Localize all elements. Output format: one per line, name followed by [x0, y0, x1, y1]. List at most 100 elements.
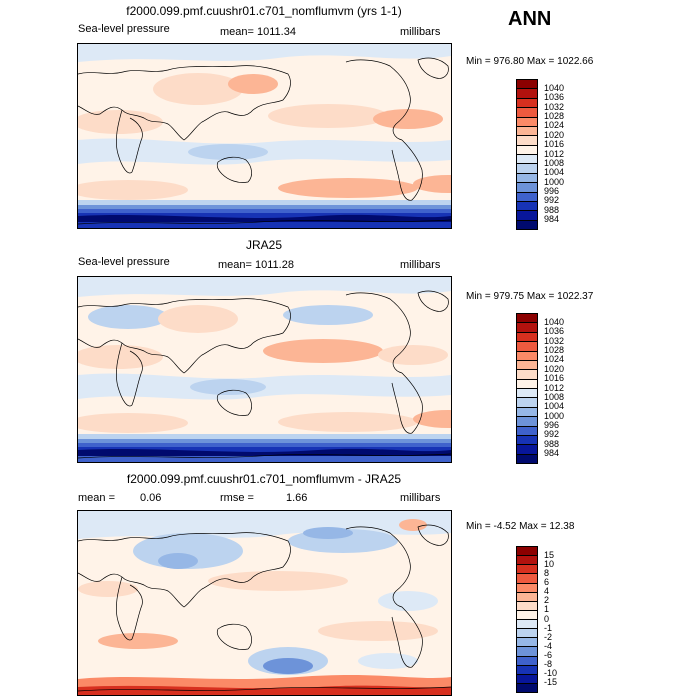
antarctic-band [78, 456, 451, 462]
nh-high-pacific [268, 104, 388, 128]
colorbar-swatch [516, 182, 538, 193]
panel1-colorbar: 1040 1036 1032 1028 1024 1020 1016 1012 1008 1004… [516, 79, 586, 230]
siberia-high [228, 74, 278, 94]
panel1-map [77, 43, 452, 229]
colorbar-swatch [516, 546, 538, 557]
colorbar-swatch [516, 600, 538, 611]
panel1-map-svg [78, 44, 451, 228]
colorbar-swatch [516, 97, 538, 109]
pacific-positive [208, 571, 348, 591]
colorbar-label: -10 [544, 668, 558, 679]
colorbar-label: -6 [544, 650, 553, 660]
colorbar-label: 8 [544, 567, 550, 578]
so-negative-east [358, 653, 418, 669]
antarctic-band [78, 222, 451, 228]
colorbar-swatch [516, 655, 538, 666]
colorbar-swatch [516, 369, 538, 380]
colorbar-swatch [516, 88, 538, 99]
colorbar-swatch [516, 619, 538, 630]
asia-high [153, 73, 243, 105]
so-negative-core [263, 658, 313, 674]
nh-high-east [378, 345, 448, 365]
nh-high-atlantic [78, 110, 163, 134]
asia-high [158, 305, 238, 333]
so-band-5 [78, 214, 451, 222]
colorbar-label: 992 [544, 429, 560, 440]
colorbar-swatch [516, 444, 538, 455]
colorbar-swatch [516, 637, 538, 648]
colorbar-label: 1024 [544, 354, 565, 365]
colorbar-label: 1012 [544, 382, 565, 393]
colorbar-label: 988 [544, 204, 560, 215]
colorbar-swatch [516, 397, 538, 408]
colorbar-swatch [516, 116, 538, 127]
colorbar-swatch [516, 628, 538, 639]
sh-positive [318, 621, 438, 641]
colorbar-label: 2 [544, 595, 550, 606]
colorbar-label: 1036 [544, 92, 565, 103]
colorbar-swatch [516, 125, 538, 137]
colorbar-label: 1028 [544, 345, 565, 355]
panel2-units: millibars [400, 259, 441, 271]
colorbar-label: 1016 [544, 373, 565, 384]
colorbar-label: 996 [544, 420, 560, 430]
colorbar-label: 1012 [544, 148, 565, 159]
colorbar-swatch [516, 582, 538, 593]
colorbar-label: 1040 [544, 316, 565, 327]
so-band-1 [78, 200, 451, 205]
panel3-mean-label: mean = [78, 492, 115, 504]
panel1-mean: mean= 1011.34 [220, 26, 296, 38]
colorbar-label: -4 [544, 640, 553, 651]
coastlines [78, 524, 451, 692]
arctic-band [78, 277, 451, 297]
colorbar-swatch [516, 135, 538, 146]
colorbar-swatch [516, 425, 538, 436]
colorbar-label: 10 [544, 558, 555, 569]
panel3-colorbar: 15 10 8 6 4 2 1 0 -1 -2 -4 -6 -8 -10 -15 [516, 546, 586, 693]
colorbar-label: 1020 [544, 363, 565, 374]
colorbar-swatch [516, 416, 538, 427]
coastlines [78, 57, 451, 225]
colorbar-swatch [516, 313, 538, 324]
colorbar-label: 1004 [544, 167, 565, 178]
panel2-minmax: Min = 979.75 Max = 1022.37 [466, 291, 594, 302]
panel3-map [77, 510, 452, 696]
icelandic-low [88, 305, 168, 329]
colorbar-swatch [516, 573, 538, 584]
colorbar-swatch [516, 664, 538, 675]
colorbar-swatch [516, 555, 538, 566]
nh-high-pacific [263, 339, 383, 363]
south-atlantic-positive [98, 633, 178, 649]
panel2-title: JRA25 [245, 238, 283, 252]
colorbar-label: 988 [544, 438, 560, 449]
greenland-positive [399, 519, 427, 531]
colorbar-label: 1032 [544, 335, 565, 346]
so-band-2 [78, 439, 451, 443]
colorbar-label: -2 [544, 631, 553, 642]
so-band-1 [78, 434, 451, 439]
colorbar-swatch [516, 219, 538, 230]
colorbar-label: 4 [544, 586, 550, 597]
panel1-variable: Sea-level pressure [78, 23, 170, 35]
colorbar-label: 1000 [544, 410, 565, 421]
colorbar-swatch [516, 388, 538, 399]
colorbar-label: 984 [544, 214, 560, 225]
colorbar-label: 1040 [544, 82, 565, 93]
colorbar-label: 15 [544, 549, 555, 560]
colorbar-swatch [516, 322, 538, 333]
aleutian-low [283, 305, 373, 325]
colorbar-swatch [516, 434, 538, 446]
sh-high-3 [413, 175, 451, 193]
panel3-rmse-label: rmse = [220, 492, 254, 504]
atlantic-positive [78, 581, 138, 597]
colorbar-swatch [516, 163, 538, 174]
sh-high-2 [278, 178, 418, 198]
sh-high-1 [78, 413, 188, 433]
colorbar-label: 1016 [544, 139, 565, 150]
colorbar-label: 1020 [544, 129, 565, 140]
colorbar-label: 1032 [544, 101, 565, 112]
colorbar-swatch [516, 453, 538, 464]
panel1-units: millibars [400, 26, 441, 38]
colorbar-swatch [516, 200, 538, 212]
colorbar-swatch [516, 79, 538, 90]
